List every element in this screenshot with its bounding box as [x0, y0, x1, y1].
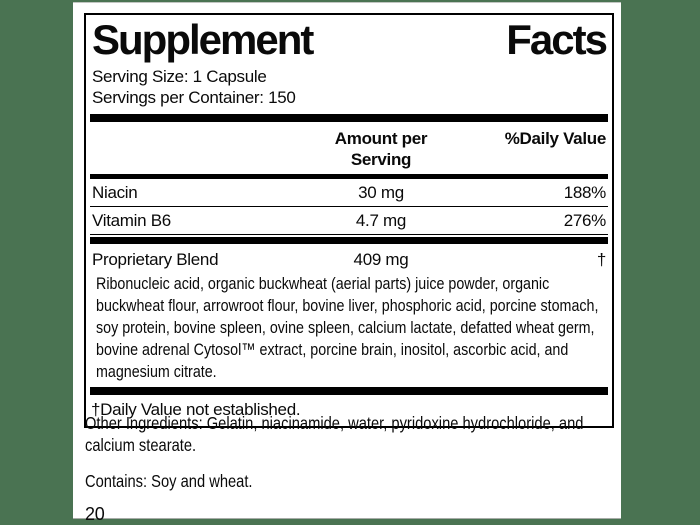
- blend-description: Ribonucleic acid, organic buckwheat (aer…: [96, 274, 599, 381]
- serving-size-text: Serving Size: 1 Capsule: [92, 67, 267, 86]
- nutrient-daily-value: 276%: [563, 211, 607, 230]
- proprietary-blend-row: Proprietary Blend 409 mg †: [90, 244, 608, 272]
- supplement-facts-panel: Supplement Facts Serving Size: 1 Capsule…: [84, 13, 614, 428]
- other-ingredients-text: Other Ingredients: Gelatin, niacinamide,…: [85, 413, 584, 455]
- divider-bar-top: [90, 114, 608, 122]
- nutrient-amount: 4.7 mg: [355, 211, 407, 230]
- servings-per-container-text: Servings per Container: 150: [92, 88, 296, 107]
- daily-value-header: %Daily Value: [504, 129, 607, 148]
- page-number: 20: [85, 504, 105, 524]
- table-row: Vitamin B6 4.7 mg 276%: [90, 207, 608, 235]
- nutrient-amount: 30 mg: [358, 183, 404, 202]
- daily-value-footnote: †Daily Value not established.: [91, 400, 301, 419]
- label-footer: Other Ingredients: Gelatin, niacinamide,…: [85, 412, 621, 525]
- blend-name: Proprietary Blend: [92, 250, 219, 269]
- nutrient-name: Niacin: [92, 183, 138, 202]
- amount-per-serving-header: Amount per Serving: [334, 129, 428, 169]
- divider-bar-blend: [90, 237, 608, 244]
- panel-title: Supplement Facts: [92, 16, 608, 63]
- title-word-supplement: Supplement: [92, 16, 314, 63]
- table-row: Niacin 30 mg 188%: [90, 179, 608, 207]
- blend-description-wrap: Ribonucleic acid, organic buckwheat (aer…: [96, 273, 608, 383]
- nutrient-name: Vitamin B6: [92, 211, 171, 230]
- supplement-label: Supplement Facts Serving Size: 1 Capsule…: [73, 2, 621, 524]
- nutrient-daily-value: 188%: [563, 183, 607, 202]
- table-header-row: Amount per Serving %Daily Value: [90, 122, 608, 174]
- title-word-facts: Facts: [506, 16, 608, 63]
- contains-text: Contains: Soy and wheat.: [85, 471, 253, 491]
- divider-bar-header: [90, 174, 608, 179]
- divider-bar-footnote: [90, 387, 608, 395]
- blend-amount: 409 mg: [353, 250, 409, 269]
- blend-dagger: †: [596, 250, 606, 269]
